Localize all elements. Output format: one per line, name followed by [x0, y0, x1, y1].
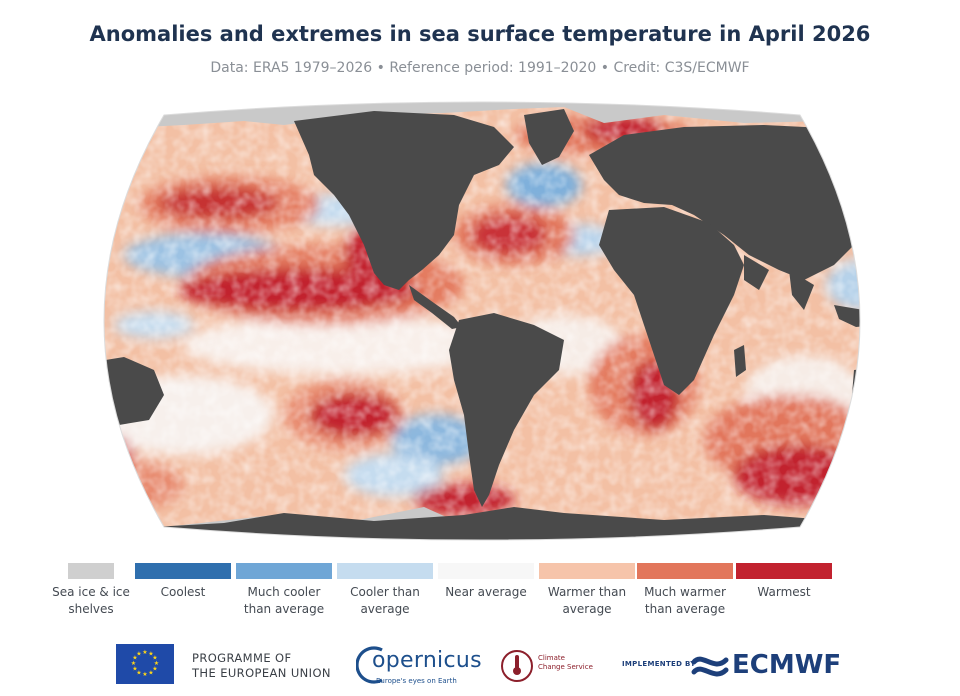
legend-label-warmest: Warmest [757, 585, 811, 599]
svg-text:★: ★ [152, 655, 157, 662]
copernicus-tagline: Europe's eyes on Earth [376, 677, 457, 685]
footer-logos: ★ ★ ★ ★ ★ ★ ★ ★ ★ ★ ★ ★ PROGRAMME OF THE EUROPEA… [0, 640, 960, 692]
c3s-line2: Change Service [538, 663, 593, 671]
eu-stars-icon: ★ ★★ ★★★ ★★★ ★★★ [131, 649, 159, 678]
legend-swatch-coolest [135, 563, 231, 579]
copernicus-c-icon [356, 646, 383, 684]
legend-label-much-warmer: Much warmer than average [644, 585, 726, 616]
legend-swatch-much-cooler [236, 563, 332, 579]
svg-text:★: ★ [152, 666, 157, 673]
eu-programme-text: PROGRAMME OF THE EUROPEAN UNION [192, 651, 331, 681]
ecmwf-logo: ECMWF [690, 648, 850, 682]
legend: Sea ice & ice shelves Coolest Much coole… [52, 563, 840, 625]
c3s-logo: Climate Change Service [500, 644, 630, 688]
c3s-line1: Climate [538, 654, 565, 662]
legend-label-cooler: Cooler than average [350, 585, 420, 616]
c3s-text: Climate Change Service [538, 654, 593, 672]
svg-text:★: ★ [132, 666, 137, 673]
legend-label-near-average: Near average [445, 585, 527, 599]
implemented-by-label: IMPLEMENTED BY [622, 660, 696, 668]
svg-text:★: ★ [142, 671, 147, 678]
svg-text:★: ★ [142, 649, 147, 656]
svg-text:★: ★ [136, 651, 141, 658]
programme-line1: PROGRAMME OF [192, 651, 292, 665]
ecmwf-wordmark: ECMWF [732, 650, 842, 680]
legend-swatch-much-warmer [637, 563, 733, 579]
copernicus-wordmark: opernicus [372, 648, 482, 673]
svg-text:★: ★ [154, 660, 159, 667]
svg-text:★: ★ [132, 655, 137, 662]
ocean-layer [104, 102, 860, 540]
legend-swatch-cooler [337, 563, 433, 579]
legend-swatch-sea-ice [68, 563, 114, 579]
legend-swatch-near-average [438, 563, 534, 579]
legend-label-warmer: Warmer than average [547, 585, 627, 616]
legend-label-coolest: Coolest [160, 585, 206, 599]
legend-label-much-cooler: Much cooler than average [243, 585, 325, 616]
svg-text:★: ★ [131, 660, 136, 667]
legend-swatch-warmer [539, 563, 635, 579]
programme-line2: THE EUROPEAN UNION [192, 666, 331, 680]
map-outline [103, 101, 861, 541]
legend-label-sea-ice: Sea ice & ice shelves [52, 585, 130, 616]
map-svg [103, 101, 861, 541]
ecmwf-waves-icon [691, 656, 729, 677]
chart-subtitle: Data: ERA5 1979–2026 • Reference period:… [210, 60, 750, 76]
legend-swatch-warmest [736, 563, 832, 579]
svg-text:★: ★ [148, 670, 153, 677]
svg-text:★: ★ [148, 651, 153, 658]
world-map [44, 95, 920, 547]
copernicus-logo: opernicus Europe's eyes on Earth [356, 642, 482, 688]
eu-flag-icon: ★ ★ ★ ★ ★ ★ ★ ★ ★ ★ ★ ★ [116, 644, 174, 684]
svg-text:★: ★ [136, 670, 141, 677]
thermometer-icon [501, 650, 533, 682]
chart-title: Anomalies and extremes in sea surface te… [89, 22, 871, 46]
